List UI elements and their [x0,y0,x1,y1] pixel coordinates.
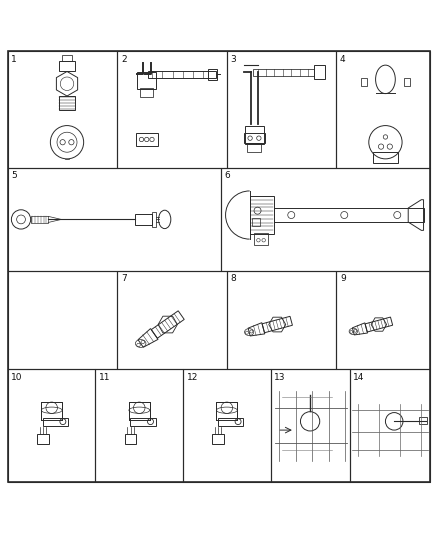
Bar [8,51,117,168]
Bar [183,369,271,482]
Bar [37,434,49,444]
Bar [117,271,227,369]
Bar [208,69,217,79]
Bar [336,51,430,168]
Bar [148,71,216,78]
Bar [350,369,430,482]
Bar [137,71,156,89]
Text: 3: 3 [230,54,236,63]
Bar [8,271,117,369]
Bar [271,369,350,482]
Bar [227,271,336,369]
Bar [41,402,62,420]
Bar [135,214,152,225]
Bar [129,402,150,420]
Text: 5: 5 [11,172,17,181]
Bar [95,369,183,482]
Bar [254,233,268,245]
Bar [227,51,336,168]
Text: 9: 9 [340,274,346,284]
Bar [244,133,265,143]
Text: 8: 8 [230,274,236,284]
Bar [131,417,156,426]
Bar [43,417,68,426]
Text: 7: 7 [121,274,127,284]
Bar [274,208,424,222]
Text: 13: 13 [274,373,286,382]
Bar [216,402,237,420]
Text: 1: 1 [11,54,17,63]
Bar [8,369,95,482]
Bar [8,168,221,271]
Text: 6: 6 [225,172,230,181]
Bar [140,88,153,97]
Text: 4: 4 [340,54,346,63]
Bar [253,69,314,76]
Bar [221,168,430,271]
Text: 11: 11 [99,373,110,382]
Bar [212,434,224,444]
Text: 2: 2 [121,54,127,63]
Text: 10: 10 [11,373,23,382]
Bar [250,197,274,233]
Bar [31,216,48,223]
Bar [117,51,227,168]
Bar [336,271,430,369]
Bar [252,218,260,226]
Text: 12: 12 [187,373,198,382]
Bar [59,61,75,71]
Bar [247,143,261,152]
Bar [62,55,72,61]
Bar [124,434,137,444]
Bar [218,417,244,426]
Bar [245,126,264,144]
Bar [59,96,75,110]
Bar [419,417,427,424]
Bar [373,152,398,163]
Bar [314,66,325,79]
Text: 14: 14 [353,373,364,382]
Bar [136,133,158,146]
Bar [152,212,156,227]
